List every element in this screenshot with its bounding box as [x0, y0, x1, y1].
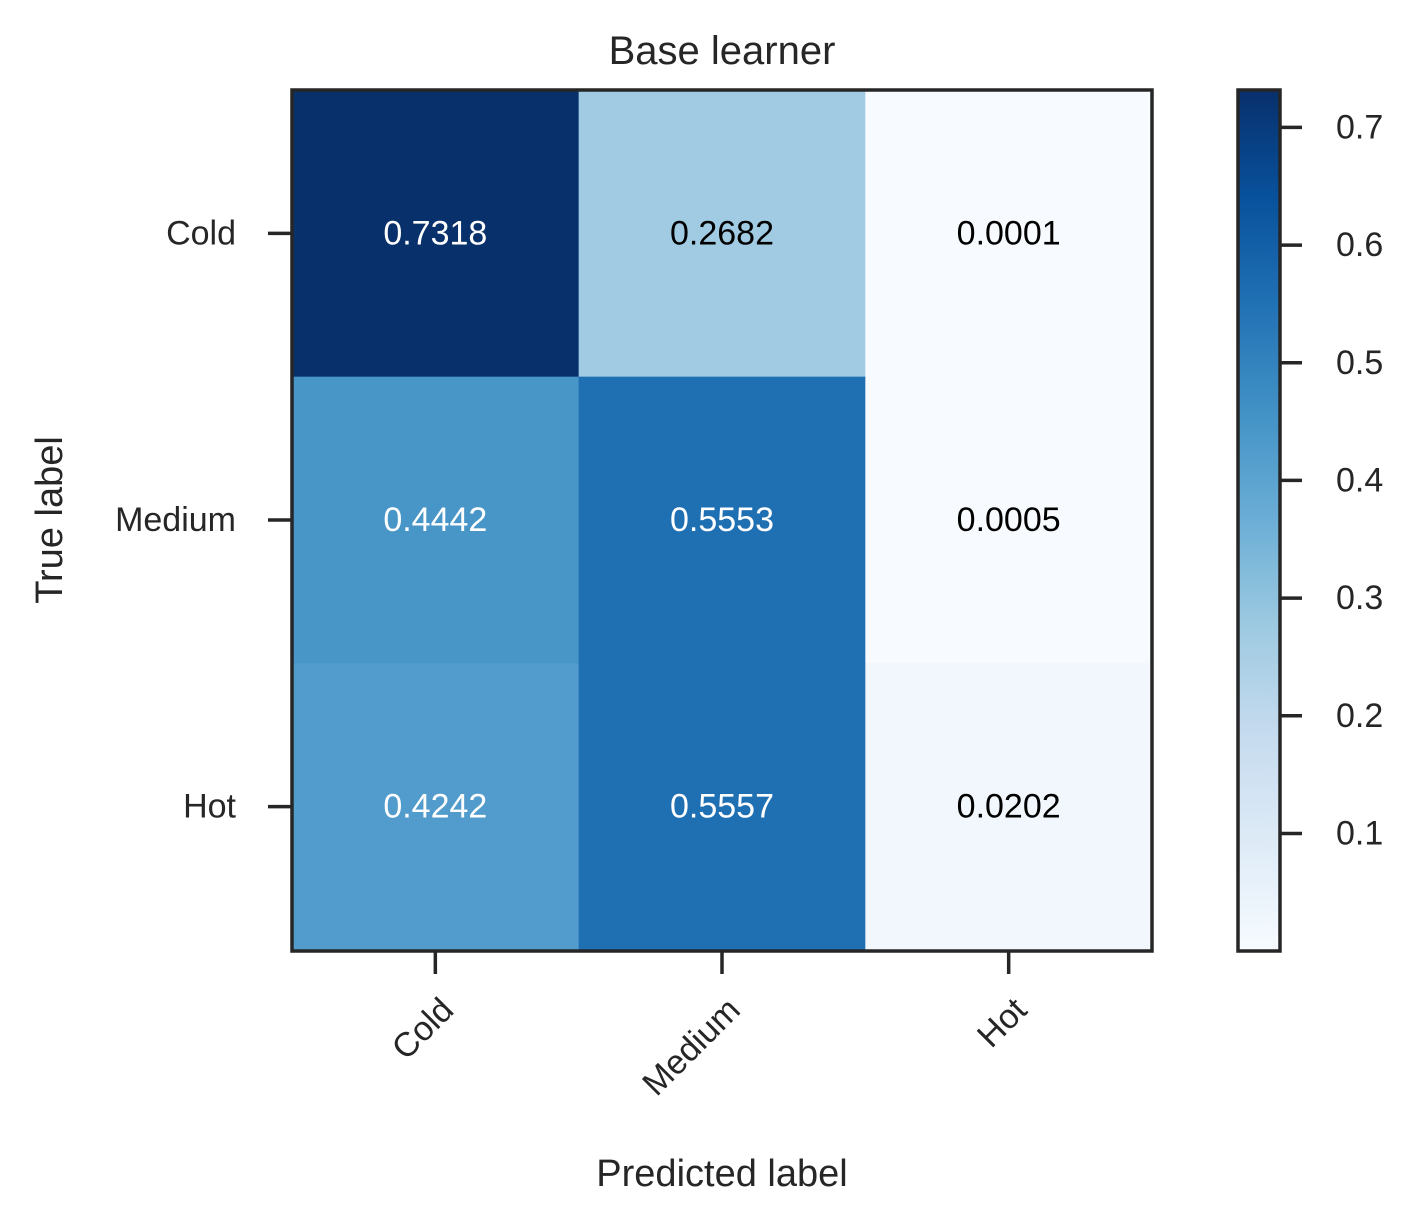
colorbar-tick-label: 0.5 [1336, 344, 1383, 382]
colorbar-tick-label: 0.2 [1336, 697, 1383, 735]
heatmap-cell [292, 90, 580, 378]
heatmap-cell [578, 376, 866, 664]
cell-value-label: 0.5557 [670, 788, 774, 826]
cell-value-label: 0.4442 [383, 501, 487, 539]
cell-value-label: 0.0202 [957, 788, 1061, 826]
colorbar-tick-label: 0.3 [1336, 579, 1383, 617]
colorbar-tick-label: 0.4 [1336, 461, 1383, 499]
colorbar-tick-label: 0.1 [1336, 814, 1383, 852]
chart-title: Base learner [609, 29, 836, 73]
cell-value-label: 0.0005 [957, 501, 1061, 539]
colorbar-ticks: 0.1 0.2 0.3 0.4 0.5 0.6 0.7 [1280, 108, 1383, 852]
y-axis-label: True label [29, 436, 71, 604]
heatmap-cell-labels: 0.7318 0.2682 0.0001 0.4442 0.5553 0.0005 0.42… [383, 214, 1060, 825]
colorbar-gradient [1238, 90, 1280, 951]
y-tick-label: Hot [183, 788, 236, 826]
heatmap-cell [578, 90, 866, 378]
colorbar-tick-label: 0.7 [1336, 108, 1383, 146]
colorbar-tick-label: 0.6 [1336, 226, 1383, 264]
heatmap-cell [578, 663, 866, 951]
x-axis-label: Predicted label [596, 1153, 847, 1195]
y-axis-ticks: Cold Medium Hot [115, 214, 292, 826]
heatmap-cell [865, 663, 1153, 951]
y-tick-label: Medium [115, 501, 236, 539]
cell-value-label: 0.0001 [957, 214, 1061, 252]
cell-value-label: 0.2682 [670, 214, 774, 252]
colorbar-frame [1236, 88, 1282, 953]
cell-value-label: 0.5553 [670, 501, 774, 539]
heatmap-cell [865, 90, 1153, 378]
heatmap-cell [865, 376, 1153, 664]
x-tick-label: Cold [385, 991, 461, 1067]
x-tick-label: Hot [970, 990, 1035, 1055]
x-tick-label: Medium [635, 991, 747, 1103]
heatmap-cells [292, 90, 1153, 951]
cell-value-label: 0.4242 [383, 788, 487, 826]
y-tick-label: Cold [166, 214, 236, 252]
heatmap-cell [292, 663, 580, 951]
heatmap-cell [292, 376, 580, 664]
x-axis-ticks: Cold Medium Hot [385, 951, 1035, 1103]
cell-value-label: 0.7318 [383, 214, 487, 252]
